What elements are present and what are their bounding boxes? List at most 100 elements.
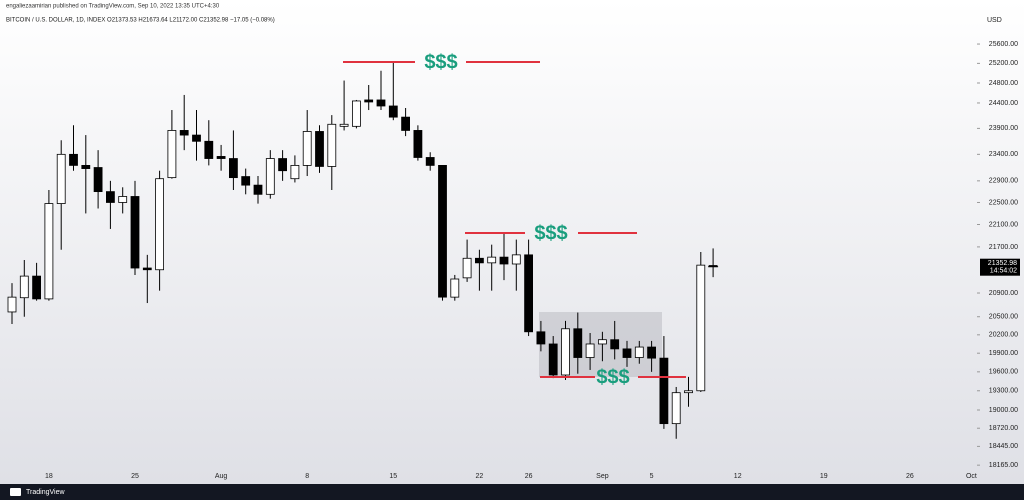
candle-body (253, 184, 263, 195)
annotation-text: $$$ (534, 222, 567, 244)
y-tick-label: 18445.00 (989, 443, 1018, 450)
y-tick-label: 25200.00 (989, 60, 1018, 67)
x-tick-label: 25 (131, 473, 139, 480)
candle-body (388, 105, 398, 118)
y-tick-label: 21700.00 (989, 244, 1018, 251)
candle-body (265, 158, 275, 195)
y-tick-label: 24400.00 (989, 100, 1018, 107)
candle-body (585, 343, 595, 358)
candle-body (462, 257, 472, 279)
x-tick-label: 12 (734, 473, 742, 480)
candle-body (278, 158, 288, 172)
candle-body (671, 392, 681, 425)
candle-body (474, 257, 484, 264)
logo-icon (10, 488, 21, 496)
candle-body (548, 343, 558, 376)
candle-body (81, 164, 91, 169)
candle-body (622, 348, 632, 358)
candle-body (56, 153, 66, 204)
candle-body (106, 191, 115, 203)
y-tick-label: 18720.00 (989, 425, 1018, 432)
range-zone (539, 312, 662, 377)
candle-body (524, 254, 533, 333)
x-tick-label: 19 (820, 473, 828, 480)
candle-body (228, 158, 238, 179)
chart-title: BITCOIN / U.S. DOLLAR, 1D, INDEX O21373.… (6, 18, 275, 24)
x-tick-label: 15 (389, 473, 397, 480)
candle-body (438, 164, 447, 298)
y-tick-label: 18165.00 (989, 462, 1018, 469)
y-tick-label: 23900.00 (989, 125, 1018, 132)
annotation-text: $$$ (596, 366, 629, 388)
x-tick-label: 8 (305, 473, 309, 480)
candle-body (610, 339, 620, 350)
candle-body (290, 164, 300, 180)
x-tick-label: 26 (906, 473, 914, 480)
candle-body (130, 196, 140, 269)
y-tick-label: 23400.00 (989, 151, 1018, 158)
candle-body (364, 99, 374, 103)
candle-body (93, 167, 103, 193)
y-tick-label: 19600.00 (989, 369, 1018, 376)
y-tick-label: 25600.00 (989, 41, 1018, 48)
candle-body (413, 130, 423, 158)
x-tick-label: 22 (476, 473, 484, 480)
candle-body (487, 256, 497, 264)
candle-body (155, 178, 165, 271)
candle-body (647, 346, 656, 359)
candle-body (118, 196, 128, 203)
candle-body (450, 278, 460, 298)
candle-body (7, 296, 17, 313)
x-tick-label: Aug (215, 473, 228, 480)
candle-body (511, 254, 521, 265)
footer-bar (0, 484, 1024, 500)
y-tick-label: 24800.00 (989, 80, 1018, 87)
annotation-text: $$$ (424, 51, 457, 73)
candle-body (327, 123, 337, 167)
y-tick-label: 22900.00 (989, 178, 1018, 185)
price-tag (980, 258, 1020, 276)
candle-body (425, 157, 435, 166)
candle-body (659, 357, 669, 425)
candle-body (351, 100, 361, 127)
candle-body (684, 390, 693, 394)
candle-body (302, 131, 312, 166)
y-tick-label: 22100.00 (989, 221, 1018, 228)
axis-unit: USD (987, 17, 1002, 24)
price-tag-value: 21352.98 (988, 260, 1017, 267)
y-tick-label: 19000.00 (989, 407, 1018, 414)
x-tick-label: Sep (596, 473, 609, 480)
y-tick-label: 20500.00 (989, 314, 1018, 321)
y-tick-label: 22500.00 (989, 199, 1018, 206)
candle-body (216, 156, 226, 159)
candle-body (19, 275, 29, 299)
candle-body (573, 328, 583, 358)
candle-body (634, 346, 644, 358)
x-tick-label: 26 (525, 473, 533, 480)
y-tick-label: 19900.00 (989, 350, 1018, 357)
y-tick-label: 19300.00 (989, 388, 1018, 395)
candle-body (536, 331, 546, 345)
candle-body (339, 123, 349, 127)
candle-body (598, 339, 607, 345)
x-tick-label: Oct (966, 473, 977, 480)
x-tick-label: 18 (45, 473, 53, 480)
footer-logo: TradingView (26, 489, 65, 496)
y-tick-label: 20900.00 (989, 290, 1018, 297)
candle-body (241, 176, 251, 186)
candle-body (69, 153, 78, 166)
candle-body (179, 130, 189, 136)
publisher-note: engaliezaamirian published on TradingVie… (6, 4, 220, 10)
candle-body (315, 131, 324, 167)
x-tick-label: 5 (650, 473, 654, 480)
candle-body (561, 328, 570, 376)
candle-body (696, 264, 706, 392)
candle-body (401, 116, 411, 131)
price-tag-countdown: 14:54:02 (990, 268, 1017, 275)
candle-body (499, 256, 509, 265)
candle-body (142, 267, 152, 271)
candle-body (376, 99, 386, 107)
candle-body (204, 140, 214, 159)
